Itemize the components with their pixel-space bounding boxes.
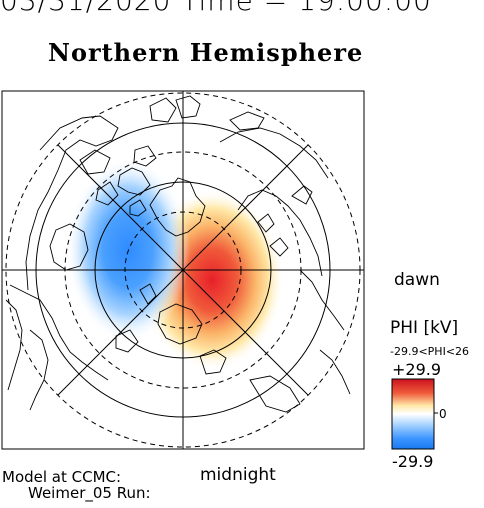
colorbar bbox=[391, 378, 435, 450]
legend-title: PHI [kV] bbox=[390, 318, 459, 338]
model-credit: Model at CCMC: bbox=[2, 468, 122, 486]
negative-potential-cell bbox=[66, 158, 190, 342]
legend-max-label: +29.9 bbox=[392, 360, 442, 379]
run-credit: Weimer_05 Run: bbox=[28, 484, 151, 502]
legend-min-label: -29.9 bbox=[392, 452, 434, 471]
meridian-grid bbox=[2, 91, 364, 449]
dawn-label: dawn bbox=[394, 270, 440, 290]
page-title: Northern Hemisphere bbox=[48, 38, 364, 67]
legend-range: -29.9<PHI<26 bbox=[390, 345, 470, 358]
midnight-label: midnight bbox=[200, 465, 276, 485]
coastlines bbox=[5, 95, 351, 413]
legend-mid-label: 0 bbox=[439, 407, 447, 421]
datetime-line: 03/31/2020 Time = 19:00:00 bbox=[0, 0, 432, 17]
